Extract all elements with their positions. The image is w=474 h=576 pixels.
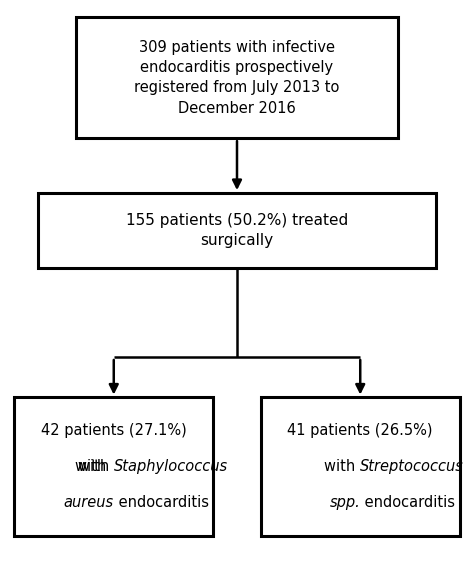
- Text: with: with: [78, 459, 114, 474]
- Text: with: with: [75, 459, 114, 474]
- Bar: [261, 397, 460, 536]
- Text: 309 patients with infective
endocarditis prospectively
registered from July 2013: 309 patients with infective endocarditis…: [134, 40, 340, 116]
- Text: 155 patients (50.2%) treated
surgically: 155 patients (50.2%) treated surgically: [126, 213, 348, 248]
- Text: endocarditis: endocarditis: [360, 495, 455, 510]
- Text: Streptococcus: Streptococcus: [360, 459, 464, 474]
- Bar: [14, 397, 213, 536]
- Bar: [38, 193, 436, 268]
- Text: aureus: aureus: [64, 495, 114, 510]
- Text: 42 patients (27.1%): 42 patients (27.1%): [41, 423, 187, 438]
- Text: Staphylococcus: Staphylococcus: [114, 459, 228, 474]
- Text: endocarditis: endocarditis: [114, 495, 209, 510]
- Bar: [76, 17, 398, 138]
- Text: 41 patients (26.5%): 41 patients (26.5%): [288, 423, 433, 438]
- Text: with: with: [324, 459, 360, 474]
- Text: spp.: spp.: [329, 495, 360, 510]
